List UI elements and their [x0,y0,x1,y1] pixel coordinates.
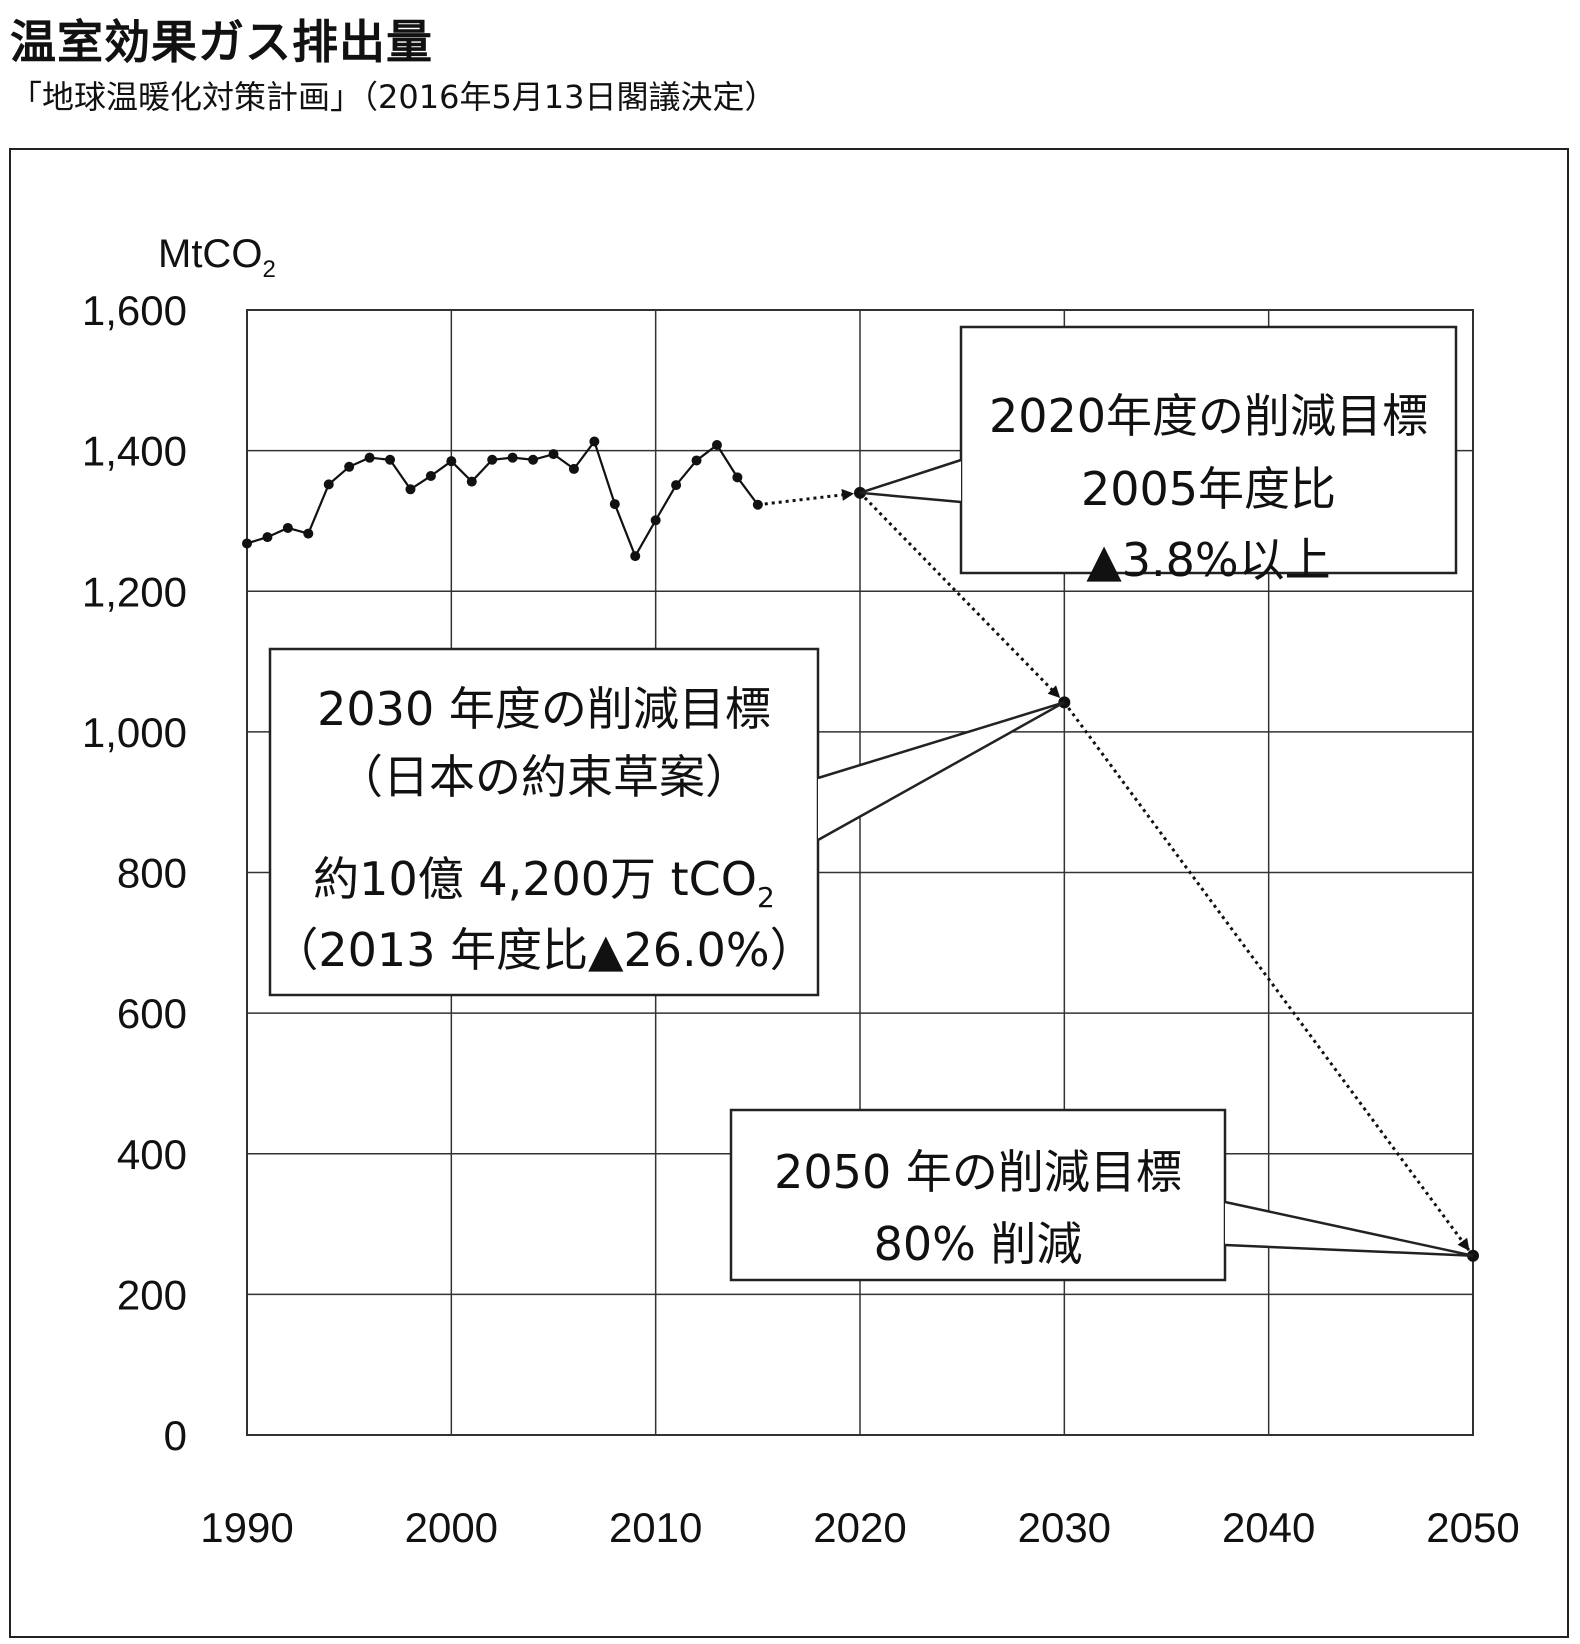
data-point [671,480,682,491]
y-tick-label: 600 [117,990,187,1037]
y-axis-unit-label: MtCO2 [158,232,276,283]
target-arrow [1063,701,1471,1251]
y-axis-unit-subscript: 2 [262,256,275,283]
annotation-line: ▲3.8%以上 [1086,533,1330,587]
data-point [507,452,518,463]
data-point [732,472,743,483]
data-point [528,454,539,465]
annotation-line: 2030 年度の削減目標 [317,682,771,736]
y-tick-label: 1,000 [82,709,187,756]
data-point [589,436,600,447]
x-tick-label: 2030 [1018,1504,1111,1551]
y-tick-label: 400 [117,1131,187,1178]
data-point [405,484,416,495]
data-point [650,515,661,526]
data-point [344,461,355,472]
annotation-line: （日本の約束草案） [337,750,751,804]
x-tick-label: 2050 [1426,1504,1519,1551]
data-point [446,456,457,467]
y-tick-label: 800 [117,850,187,897]
callout-line [1224,1200,1474,1257]
target-arrow [757,488,855,507]
y-tick-label: 1,200 [82,568,187,615]
data-point [242,538,252,549]
annotation-target-2030: 2030 年度の削減目標 （日本の約束草案） 約10億 4,200万 tCO2 （20… [268,647,1065,997]
chart-title: 温室効果ガス排出量 [10,15,433,69]
data-point [323,479,334,490]
x-tick-label: 2020 [813,1504,906,1551]
data-point [303,528,314,539]
annotation-subscript: 2 [757,881,775,914]
data-point [364,452,375,463]
x-tick-label: 1990 [200,1504,293,1551]
data-point [282,522,293,533]
annotation-target-2050: 2050 年の削減目標 80% 削減 [729,1108,1474,1282]
data-point [568,463,579,474]
x-tick-label: 2040 [1222,1504,1315,1551]
y-tick-label: 1,400 [82,428,187,475]
data-point [262,532,273,543]
callout-line [817,701,1065,842]
annotation-box [729,1108,1227,1282]
x-tick-label: 2010 [609,1504,702,1551]
annotation-target-2020: 2020年度の削減目標 2005年度比 ▲3.8%以上 [859,325,1458,587]
data-point [691,455,702,466]
data-point [425,470,436,481]
callout-wedge [860,460,961,502]
annotation-line: 2005年度比 [1081,462,1336,516]
annotation-line: 2020年度の削減目標 [989,389,1428,443]
y-tick-label: 0 [164,1412,187,1459]
x-tick-label: 2000 [405,1504,498,1551]
chart-subtitle: 「地球温暖化対策計画」（2016年5月13日閣議決定） [10,78,777,116]
chart-frame [9,148,1569,1638]
data-point [609,499,620,510]
annotation-line: （2013 年度比▲26.0%） [272,923,815,977]
target-arrow [858,491,1061,699]
data-point [711,440,722,450]
emissions-line [246,439,759,559]
data-point [487,454,498,465]
data-point [385,454,396,465]
annotation-box [959,325,1458,575]
annotation-box [268,647,820,997]
annotation-line: 80% 削減 [874,1217,1083,1271]
data-point [548,449,559,460]
callout-line [859,458,962,504]
annotation-line: 2050 年の削減目標 [774,1145,1182,1199]
data-point [630,551,641,562]
y-tick-label: 200 [117,1271,187,1318]
annotation-line: 約10億 4,200万 tCO2 [313,852,775,914]
y-tick-label: 1,600 [82,287,187,334]
data-point [466,476,477,487]
